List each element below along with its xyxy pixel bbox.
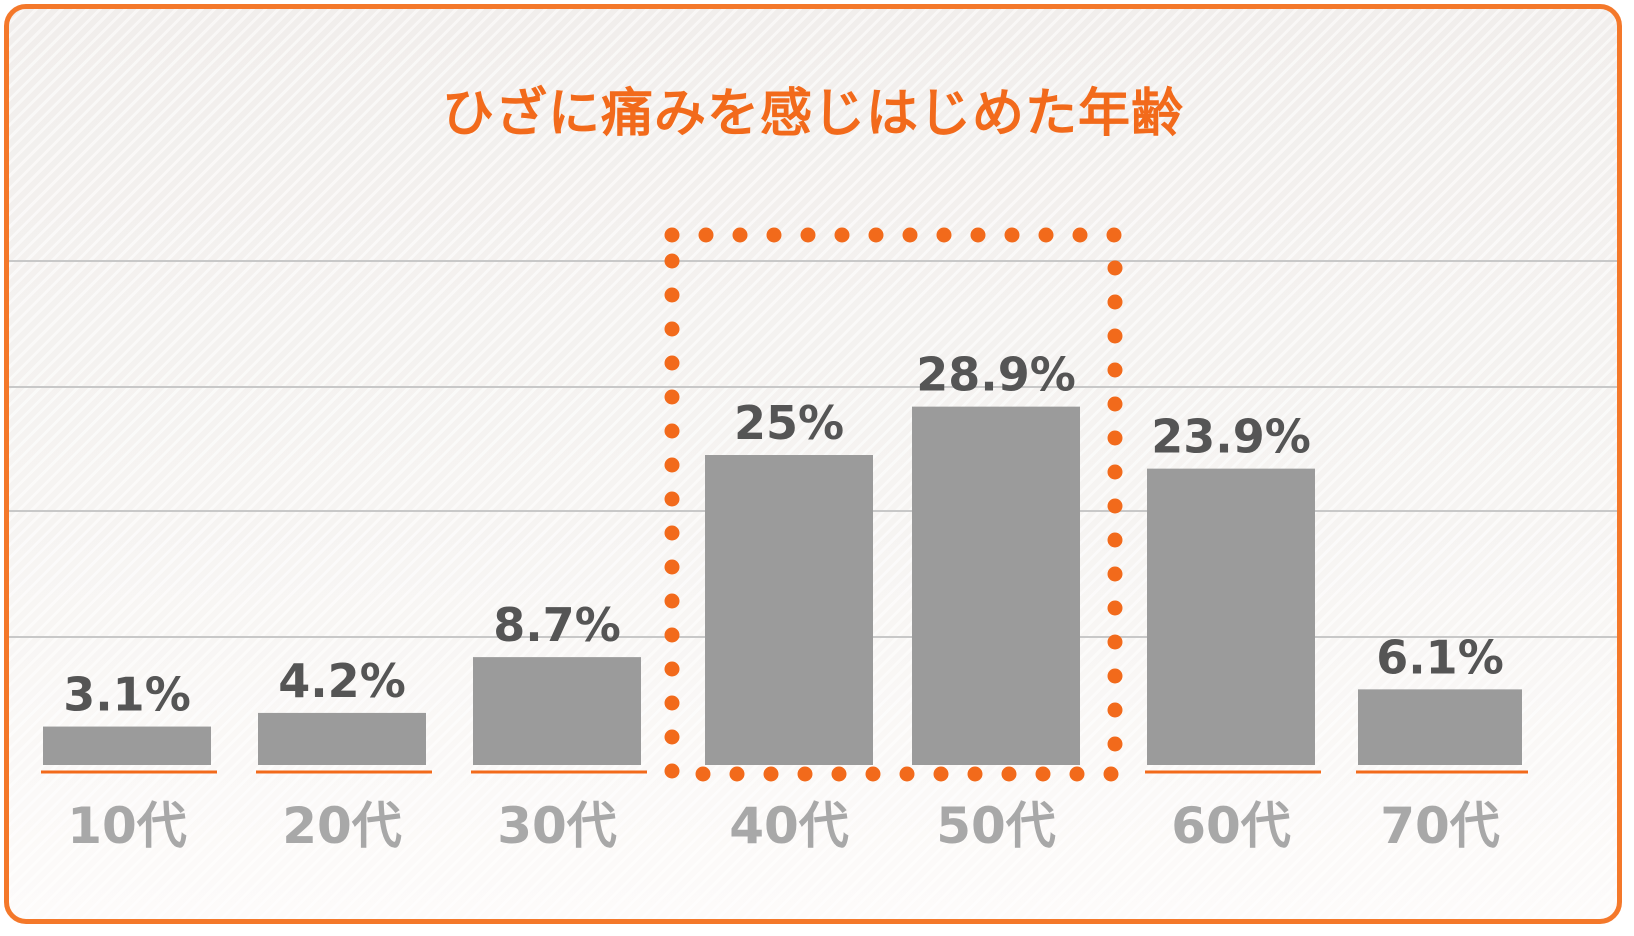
- category-label-7: 70代: [1380, 797, 1500, 855]
- category-label-2: 20代: [282, 797, 402, 855]
- value-label-3: 8.7%: [493, 598, 621, 652]
- bar-6: [1147, 468, 1315, 765]
- category-label-5: 50代: [936, 797, 1056, 855]
- category-label-1: 10代: [67, 797, 187, 855]
- labels: 3.1% 10代 4.2% 20代 8.7% 30代 25% 40代 28.9% 50代 23.9%…: [63, 348, 1504, 855]
- bar-1: [43, 726, 211, 765]
- bars: [41, 406, 1528, 774]
- bar-2: [258, 712, 426, 765]
- value-label-5: 28.9%: [916, 348, 1076, 402]
- value-label-2: 4.2%: [278, 654, 406, 708]
- highlight-dotted-border: [664, 227, 1123, 782]
- bar-7: [1358, 689, 1522, 765]
- value-label-1: 3.1%: [63, 668, 191, 722]
- category-label-6: 60代: [1171, 797, 1291, 855]
- bar-chart: 3.1% 10代 4.2% 20代 8.7% 30代 25% 40代 28.9% 50代 23.9%…: [9, 227, 1617, 855]
- value-label-4: 25%: [734, 396, 844, 450]
- bar-3: [473, 657, 641, 765]
- category-label-3: 30代: [497, 797, 617, 855]
- value-label-7: 6.1%: [1376, 630, 1504, 684]
- bar-4: [705, 455, 873, 765]
- category-label-4: 40代: [729, 797, 849, 855]
- highlight-box: [664, 227, 1123, 782]
- chart-title: ひざに痛みを感じはじめた年齢: [441, 84, 1184, 144]
- value-label-6: 23.9%: [1151, 410, 1311, 464]
- chart-frame: ひざに痛みを感じはじめた年齢 3.1% 10代 4.2% 20代 8.7% 30代 25% 4…: [4, 4, 1622, 924]
- bar-5: [912, 406, 1080, 765]
